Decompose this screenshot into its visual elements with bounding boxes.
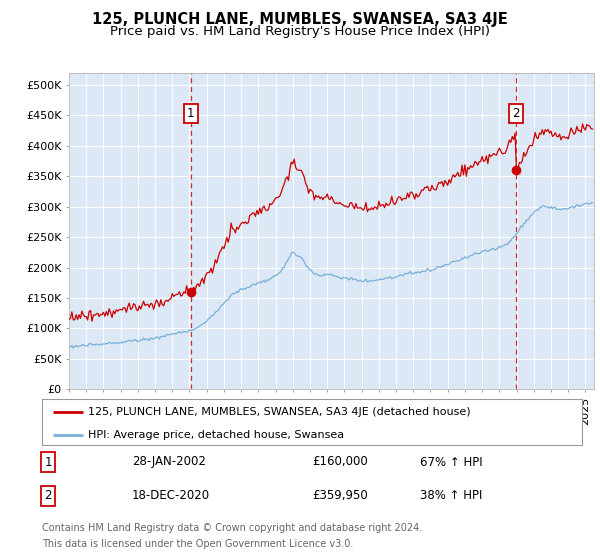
Text: £160,000: £160,000 <box>312 455 368 469</box>
Text: HPI: Average price, detached house, Swansea: HPI: Average price, detached house, Swan… <box>88 430 344 440</box>
Text: Contains HM Land Registry data © Crown copyright and database right 2024.: Contains HM Land Registry data © Crown c… <box>42 523 422 533</box>
Text: 38% ↑ HPI: 38% ↑ HPI <box>420 489 482 502</box>
Text: Price paid vs. HM Land Registry's House Price Index (HPI): Price paid vs. HM Land Registry's House … <box>110 25 490 38</box>
Text: This data is licensed under the Open Government Licence v3.0.: This data is licensed under the Open Gov… <box>42 539 353 549</box>
Text: 18-DEC-2020: 18-DEC-2020 <box>132 489 210 502</box>
Text: £359,950: £359,950 <box>312 489 368 502</box>
Text: 125, PLUNCH LANE, MUMBLES, SWANSEA, SA3 4JE: 125, PLUNCH LANE, MUMBLES, SWANSEA, SA3 … <box>92 12 508 27</box>
Text: 67% ↑ HPI: 67% ↑ HPI <box>420 455 482 469</box>
Text: 1: 1 <box>44 455 52 469</box>
Text: 125, PLUNCH LANE, MUMBLES, SWANSEA, SA3 4JE (detached house): 125, PLUNCH LANE, MUMBLES, SWANSEA, SA3 … <box>88 407 470 417</box>
Text: 2: 2 <box>44 489 52 502</box>
Text: 28-JAN-2002: 28-JAN-2002 <box>132 455 206 469</box>
Text: 2: 2 <box>512 108 520 120</box>
Text: 1: 1 <box>187 108 194 120</box>
